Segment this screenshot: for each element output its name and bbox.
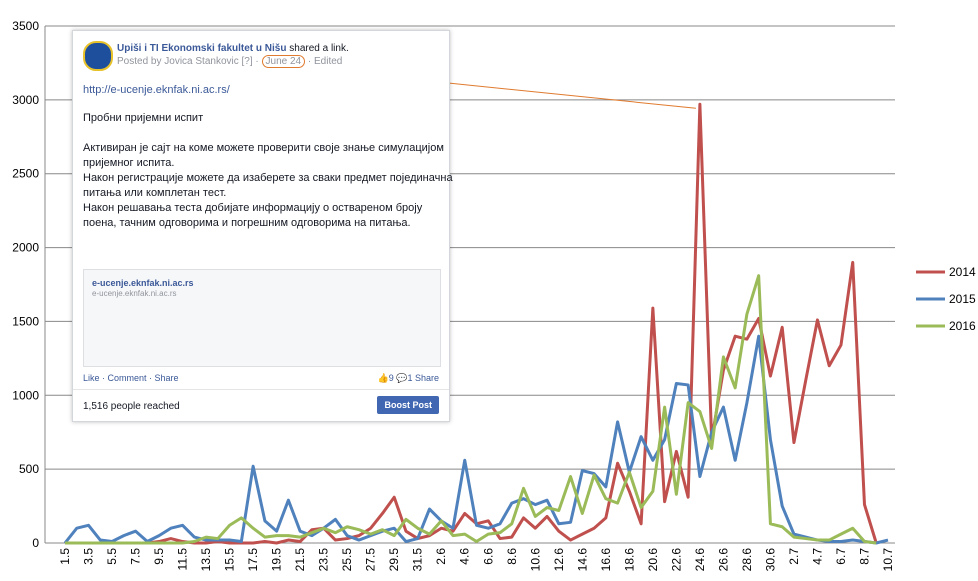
x-tick-label: 16.6 [599,548,613,572]
x-tick-label: 30.6 [763,548,777,572]
x-tick-label: 18.6 [622,548,636,572]
card-title: e-ucenje.eknfak.ni.ac.rs [92,278,194,288]
y-tick-label: 3500 [12,19,39,33]
x-tick-label: 25.5 [340,548,354,572]
x-tick-label: 4.7 [810,548,824,565]
x-tick-label: 24.6 [693,548,707,572]
boost-button[interactable]: Boost Post [377,396,439,414]
post-paragraph: Пробни пријемни испит [83,111,443,126]
y-tick-label: 2000 [12,241,39,255]
separator [73,389,449,390]
x-tick-label: 19.5 [270,548,284,572]
x-tick-label: 21.5 [293,548,307,572]
page-name[interactable]: Upiši i TI Ekonomski fakultet u Nišu [117,43,286,54]
y-tick-label: 2500 [12,167,39,181]
x-tick-label: 6.7 [834,548,848,565]
post-paragraph: Активиран је сајт на коме можете провери… [83,141,443,156]
x-tick-label: 2.6 [434,548,448,565]
x-tick-label: 17.5 [246,548,260,572]
post-author: Upiši i TI Ekonomski fakultet u Nišu sha… [117,43,349,54]
x-tick-label: 2.7 [787,548,801,565]
x-tick-label: 14.6 [575,548,589,572]
x-tick-label: 6.6 [481,548,495,565]
y-tick-label: 1500 [12,314,39,328]
page: 0 500 1000 1500 2000 2500 3000 3500 1.5 3.5 5.5 7.5… [0,0,978,581]
legend-label: 2014 [949,265,976,279]
x-tick-label: 12.6 [552,548,566,572]
x-tick-label: 26.6 [716,548,730,572]
x-tick-label: 10.7 [881,548,895,572]
x-tick-label: 27.5 [364,548,378,572]
y-tick-label: 1000 [12,388,39,402]
post-action: shared a link. [289,43,348,54]
edited: Edited [314,56,342,67]
card-url: e-ucenje.eknfak.ni.ac.rs [92,289,177,298]
post-link[interactable]: http://e-ucenje.eknfak.ni.ac.rs/ [83,84,230,96]
facebook-post: Upiši i TI Ekonomski fakultet u Nišu sha… [72,30,450,422]
y-tick-label: 3000 [12,93,39,107]
x-tick-label: 5.5 [105,548,119,565]
posted-by: Posted by Jovica Stankovic [?] [117,56,253,67]
legend-label: 2015 [949,292,976,306]
x-tick-label: 22.6 [669,548,683,572]
post-date[interactable]: June 24 [262,55,306,68]
x-tick-label: 1.5 [58,548,72,565]
x-tick-label: 7.5 [129,548,143,565]
post-paragraph: Након регистрације можете да изаберете з… [83,171,443,186]
x-tick-label: 3.5 [82,548,96,565]
x-tick-label: 9.5 [152,548,166,565]
post-body: Пробни пријемни испит Активиран је сајт н… [83,111,443,231]
post-paragraph: питања или комплетан тест. [83,186,443,201]
x-tick-label: 8.7 [857,548,871,565]
post-paragraph: поена, тачним одговорима и погрешним одг… [83,216,443,231]
avatar [83,41,113,71]
x-tick-label: 31.5 [411,548,425,572]
x-tick-label: 13.5 [199,548,213,572]
legend-label: 2016 [949,319,976,333]
post-actions[interactable]: Like · Comment · Share [83,373,179,383]
x-tick-label: 11.5 [176,548,190,571]
post-paragraph: Након решавања теста добијате информациј… [83,201,443,216]
x-tick-label: 29.5 [387,548,401,572]
x-tick-label: 4.6 [458,548,472,565]
x-tick-label: 28.6 [740,548,754,572]
link-card[interactable]: e-ucenje.eknfak.ni.ac.rs e-ucenje.eknfak… [83,269,441,367]
x-tick-label: 8.6 [505,548,519,565]
y-tick-label: 500 [19,462,39,476]
x-tick-label: 23.5 [317,548,331,572]
post-reach: 1,516 people reached [83,401,180,412]
post-meta: Posted by Jovica Stankovic [?] · June 24… [117,56,342,67]
x-tick-label: 20.6 [646,548,660,572]
x-tick-label: 15.5 [223,548,237,572]
post-counts[interactable]: 👍9 💬1 Share [378,373,439,384]
x-tick-label: 10.6 [528,548,542,572]
post-paragraph: пријемног испита. [83,156,443,171]
y-tick-label: 0 [32,536,39,550]
